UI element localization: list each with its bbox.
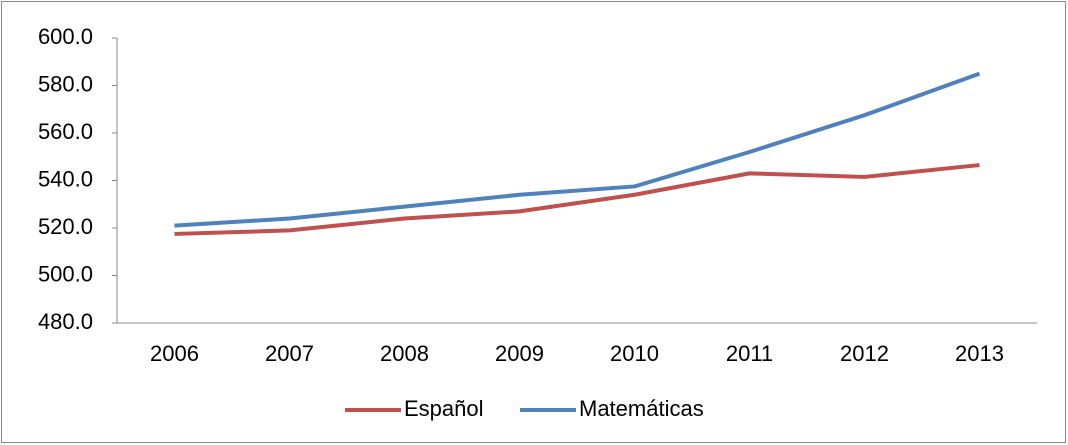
y-tick-label: 540.0 (38, 166, 93, 191)
y-tick-label: 560.0 (38, 119, 93, 144)
y-tick-label: 520.0 (38, 214, 93, 239)
x-tick-label: 2012 (840, 341, 889, 366)
x-tick-label: 2008 (380, 341, 429, 366)
x-tick-label: 2009 (495, 341, 544, 366)
legend-label: Matemáticas (579, 396, 704, 421)
legend-label: Español (404, 396, 484, 421)
x-tick-label: 2006 (150, 341, 199, 366)
y-tick-label: 500.0 (38, 261, 93, 286)
y-tick-label: 600.0 (38, 24, 93, 49)
y-tick-label: 480.0 (38, 309, 93, 334)
x-tick-label: 2007 (265, 341, 314, 366)
series-line (174, 163, 980, 236)
series-line (174, 71, 981, 228)
x-tick-label: 2013 (955, 341, 1004, 366)
y-tick-label: 580.0 (38, 71, 93, 96)
x-tick-label: 2010 (610, 341, 659, 366)
x-tick-label: 2011 (726, 341, 773, 366)
